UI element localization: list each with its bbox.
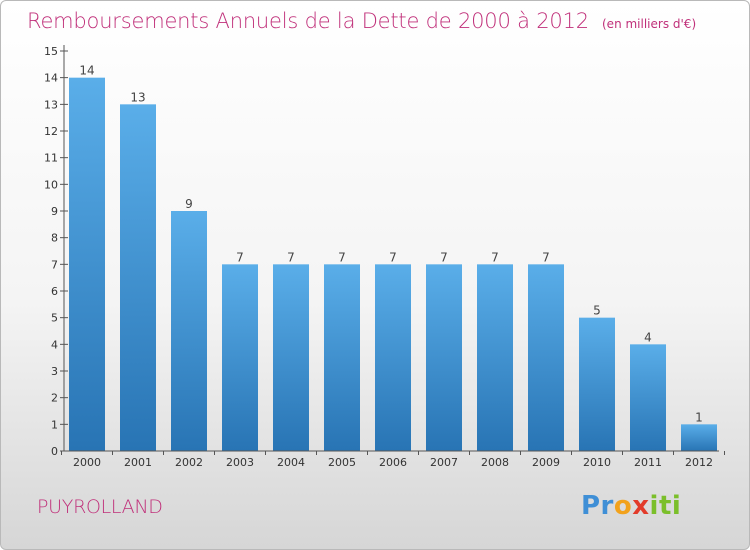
bar-2009 [528, 264, 564, 451]
y-tick-label-4: 4 [51, 338, 58, 351]
bar-2003 [222, 264, 258, 451]
bar-2011 [630, 344, 666, 451]
y-tick-label-12: 12 [44, 125, 58, 138]
data-label-2006: 7 [389, 250, 397, 264]
chart-subtitle: (en milliers d'€) [602, 17, 697, 31]
x-tick-label-2004: 2004 [277, 456, 305, 469]
data-label-2000: 14 [79, 64, 94, 78]
y-tick-label-1: 1 [51, 418, 58, 431]
y-tick-label-10: 10 [44, 178, 58, 191]
title-block: Remboursements Annuels de la Dette de 20… [27, 9, 696, 33]
x-tick-label-2008: 2008 [481, 456, 509, 469]
commune-name: PUYROLLAND [37, 496, 163, 518]
data-label-2010: 5 [593, 304, 601, 318]
x-tick-label-2009: 2009 [532, 456, 560, 469]
data-label-2007: 7 [440, 250, 448, 264]
x-tick-label-2011: 2011 [634, 456, 662, 469]
data-label-2011: 4 [644, 330, 652, 344]
proxiti-logo: Proxiti [581, 491, 682, 521]
y-tick-label-2: 2 [51, 392, 58, 405]
y-tick-label-5: 5 [51, 312, 58, 325]
data-label-2004: 7 [287, 250, 295, 264]
bar-2008 [477, 264, 513, 451]
axes-group: 2000 2001 2002 2003 2004 2005 2006 2007 2008 2009… [44, 45, 725, 469]
data-label-2012: 1 [695, 410, 703, 424]
y-tick-label-6: 6 [51, 285, 58, 298]
y-tick-label-13: 13 [44, 98, 58, 111]
x-tick-label-2012: 2012 [685, 456, 713, 469]
data-label-2005: 7 [338, 250, 346, 264]
x-tick-label-2003: 2003 [226, 456, 254, 469]
bars-group: 14 13 9 7 7 7 7 7 7 7 5 4 1 [69, 64, 717, 452]
y-tick-label-11: 11 [44, 152, 58, 165]
y-tick-label-15: 15 [44, 45, 58, 58]
data-label-2003: 7 [236, 250, 244, 264]
y-tick-label-8: 8 [51, 232, 58, 245]
y-tick-label-9: 9 [51, 205, 58, 218]
y-tick-label-0: 0 [51, 445, 58, 458]
y-tick-label-14: 14 [44, 72, 58, 85]
x-tick-label-2002: 2002 [175, 456, 203, 469]
x-tick-label-2001: 2001 [124, 456, 152, 469]
bar-2004 [273, 264, 309, 451]
bar-2012 [681, 424, 717, 451]
bar-2005 [324, 264, 360, 451]
bar-2010 [579, 317, 615, 451]
x-tick-label-2000: 2000 [73, 456, 101, 469]
data-label-2008: 7 [491, 250, 499, 264]
bar-2002 [171, 211, 207, 451]
x-tick-label-2006: 2006 [379, 456, 407, 469]
data-label-2009: 7 [542, 250, 550, 264]
bar-2007 [426, 264, 462, 451]
data-label-2002: 9 [185, 197, 193, 211]
y-tick-label-3: 3 [51, 365, 58, 378]
bar-2006 [375, 264, 411, 451]
x-tick-label-2010: 2010 [583, 456, 611, 469]
bar-2000 [69, 77, 105, 452]
chart-title: Remboursements Annuels de la Dette de 20… [27, 9, 589, 33]
y-tick-label-7: 7 [51, 258, 58, 271]
data-label-2001: 13 [130, 90, 145, 104]
x-tick-label-2007: 2007 [430, 456, 458, 469]
x-tick-label-2005: 2005 [328, 456, 356, 469]
bar-2001 [120, 104, 156, 451]
